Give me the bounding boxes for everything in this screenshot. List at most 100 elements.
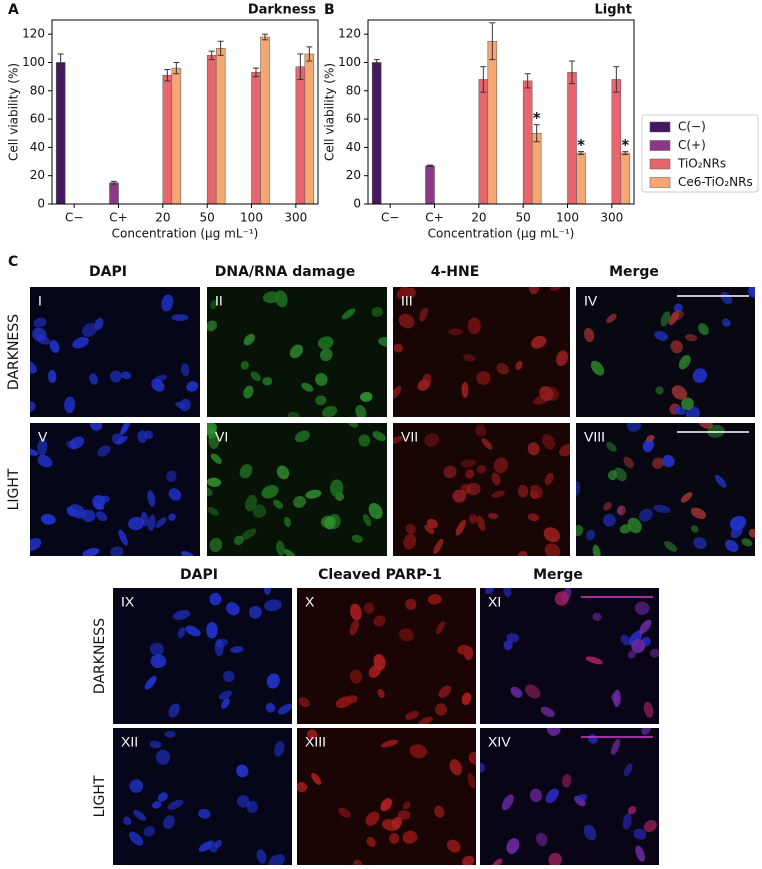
legend-swatch (649, 121, 671, 133)
cell (690, 525, 699, 533)
error-bar (297, 53, 304, 80)
y-tick-label: 120 (22, 27, 45, 41)
cell (462, 855, 475, 865)
cell (690, 507, 707, 520)
cell (380, 798, 393, 812)
cell (48, 369, 57, 383)
cell (606, 441, 617, 452)
cell (402, 801, 411, 810)
y-tick-label: 80 (30, 83, 45, 97)
cell (358, 434, 371, 447)
legend-box (641, 114, 759, 193)
cell (424, 433, 440, 447)
cell (207, 423, 217, 435)
y-tick-label: 60 (30, 112, 45, 126)
cell (493, 457, 508, 474)
cell (154, 374, 168, 382)
cell (30, 401, 36, 412)
cell (556, 350, 569, 366)
cell (381, 819, 400, 831)
cell (544, 543, 561, 556)
cell (118, 529, 128, 546)
cell (335, 696, 353, 708)
cell (230, 646, 244, 653)
bar (55, 62, 66, 205)
cell (722, 318, 731, 327)
cell (161, 294, 174, 312)
cell (610, 739, 621, 756)
cell (172, 610, 191, 620)
x-axis-label: Concentration (μg mL⁻¹) (112, 227, 259, 241)
cell (550, 287, 562, 291)
x-tick-label: 100 (240, 211, 263, 225)
error-bar (569, 60, 575, 85)
micrograph: III (393, 287, 570, 417)
x-tick-label: 100 (556, 211, 579, 225)
cell (468, 514, 478, 524)
cell (298, 697, 310, 708)
cell (276, 540, 285, 556)
cell (347, 423, 358, 428)
cell (635, 845, 645, 862)
cell (527, 442, 540, 456)
micrograph: IX (113, 588, 292, 724)
cell (457, 644, 470, 655)
cell (634, 601, 650, 615)
cell (652, 457, 665, 469)
cell (583, 824, 597, 841)
cell (95, 511, 108, 522)
cell (554, 591, 569, 606)
cell (166, 470, 177, 483)
column-header: Cleaved PARP-1 (318, 567, 442, 583)
panel-numeral: XIII (305, 734, 326, 750)
panel-numeral: IV (584, 293, 598, 309)
plot-frame (51, 19, 319, 205)
cell (168, 488, 182, 501)
y-tick-label: 0 (37, 197, 45, 211)
cell (748, 528, 755, 538)
significance-marker: * (621, 136, 629, 154)
cell (576, 524, 584, 537)
cell (151, 378, 165, 392)
cell (685, 334, 698, 342)
error-bar (262, 33, 268, 41)
cell (294, 430, 310, 443)
cell (317, 336, 334, 350)
error-bar (164, 69, 171, 82)
panel-numeral: X (305, 594, 315, 610)
bar (171, 67, 182, 205)
cell (539, 386, 554, 402)
cell (485, 588, 494, 595)
cell (698, 323, 709, 336)
micrograph-bg (297, 588, 476, 724)
cell (465, 469, 475, 479)
cell (607, 470, 618, 481)
panel-numeral: VII (401, 429, 418, 445)
cell (175, 401, 186, 409)
y-axis-label: Cell viability (%) (7, 63, 21, 161)
cell (503, 588, 512, 598)
cell (405, 598, 417, 610)
bar (576, 152, 586, 205)
cell (209, 537, 223, 553)
cell (685, 406, 700, 417)
cell (350, 603, 362, 621)
cell (321, 405, 338, 417)
cell (393, 386, 402, 400)
error-bar (111, 180, 117, 185)
cell (144, 675, 157, 690)
panel-numeral: VIII (584, 429, 605, 445)
cell (592, 544, 601, 556)
cell (448, 328, 463, 336)
cell (461, 381, 469, 398)
bar (478, 79, 489, 205)
legend-label: C(−) (678, 120, 706, 134)
panel-numeral: VI (215, 429, 228, 445)
cell (617, 505, 626, 516)
y-tick-label: 60 (346, 112, 361, 126)
cell (725, 539, 739, 553)
column-header: Merge (609, 264, 659, 280)
cell (301, 382, 314, 392)
cell (545, 788, 559, 804)
cell (360, 391, 373, 402)
